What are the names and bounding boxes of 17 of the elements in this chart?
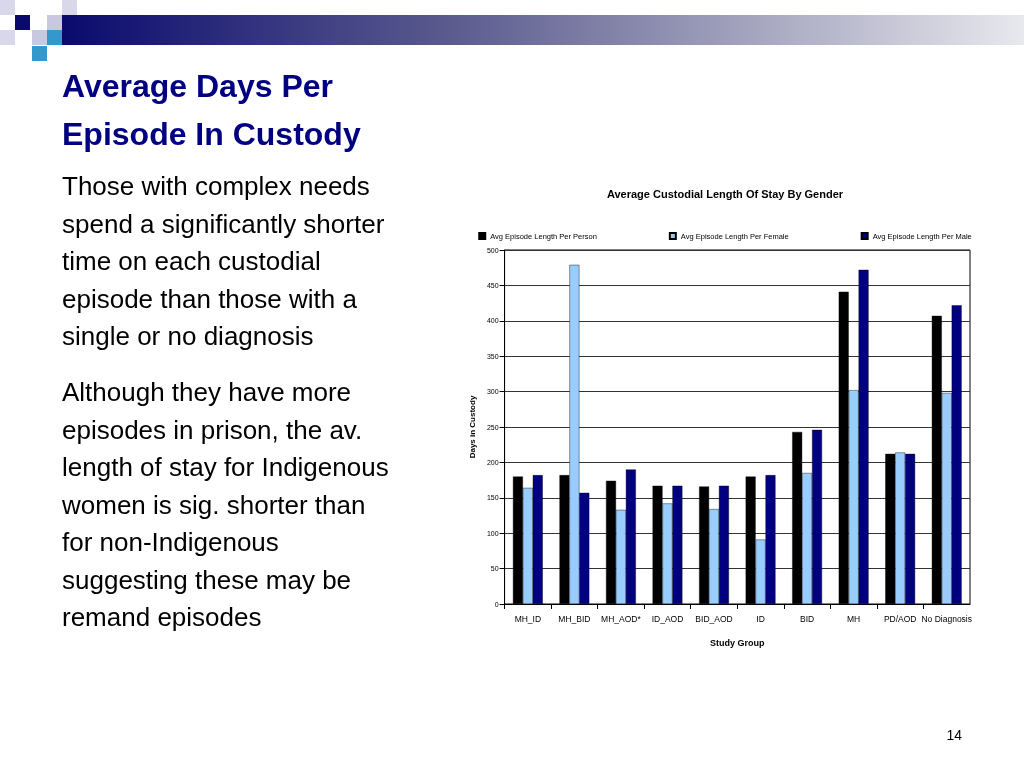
- x-tick-label: MH: [847, 613, 861, 624]
- x-tick-label: MH_BID: [558, 613, 591, 624]
- y-axis-title: Days in Custody: [467, 395, 477, 459]
- x-tick-label: BID: [800, 613, 815, 624]
- x-tick-label: BID_AOD: [695, 613, 733, 624]
- x-tick-label: ID: [756, 613, 765, 624]
- x-tick-label: PD/AOD: [883, 613, 917, 624]
- x-tick-label: MH_AOD*: [601, 613, 642, 624]
- x-tick-label: MH_ID: [514, 613, 542, 624]
- text: Average Days Per Episode In Custody: [62, 67, 362, 154]
- text: 14: [946, 727, 962, 743]
- text: Those with complex needs spend a significantly shorter time on each custodial episode than those with a single or no diagnosis: [62, 170, 386, 353]
- x-tick-label: No Diagnosis: [921, 613, 973, 624]
- x-axis-title: Study Group: [710, 637, 766, 648]
- text: Although they have more episodes in prison, the av. length of stay for Indigenous women is sig. shorter than for non-Indigenous suggesting these may be remand episodes: [62, 376, 390, 634]
- x-tick-label: ID_AOD: [651, 613, 684, 624]
- chart-subtitle: Average Custodial Length Of Stay By Gender: [606, 187, 844, 200]
